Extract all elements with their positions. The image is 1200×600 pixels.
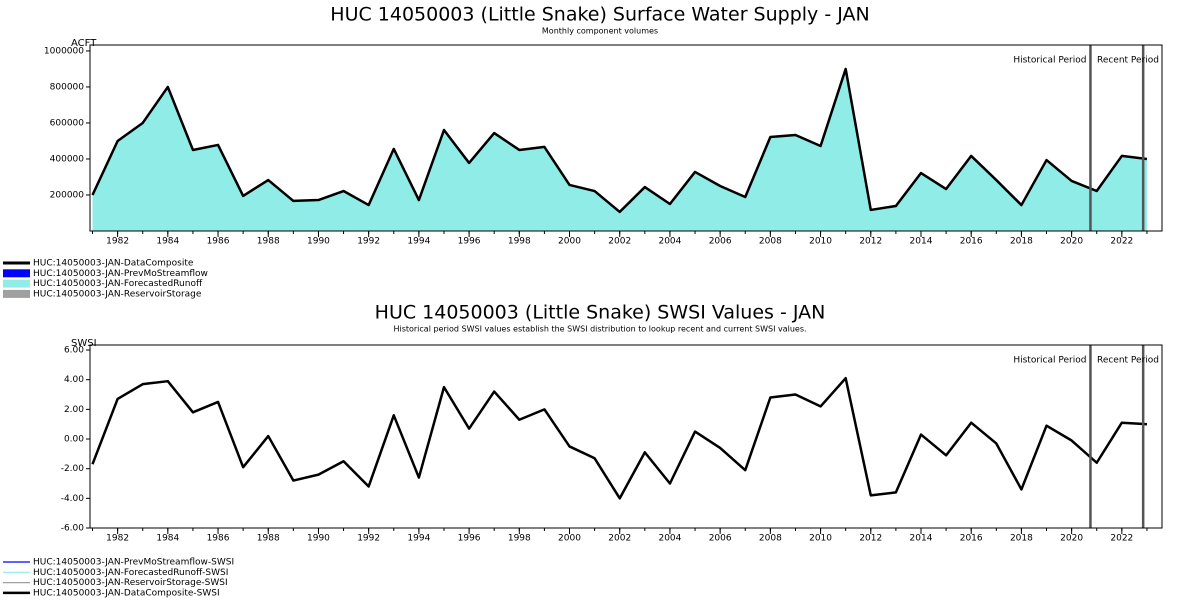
x-tick-label: 1998 <box>508 237 531 247</box>
x-tick-label: 2004 <box>658 237 681 247</box>
y-axis-label: SWSI <box>71 338 97 349</box>
x-tick-label: 2012 <box>859 534 882 544</box>
x-tick-label: 1990 <box>307 534 330 544</box>
y-tick-label: 400000 <box>50 154 85 164</box>
x-tick-label: 1986 <box>207 534 230 544</box>
x-tick-label: 1996 <box>458 534 481 544</box>
y-tick-label: 600000 <box>50 118 85 128</box>
y-tick-label: -6.00 <box>61 524 85 534</box>
y-tick-label: 200000 <box>50 190 85 200</box>
x-tick-label: 2022 <box>1110 237 1133 247</box>
period-label: Historical Period <box>1013 56 1086 66</box>
legend-swatch <box>3 279 30 288</box>
legend-label: HUC:14050003-JAN-ReservoirStorage <box>33 289 202 299</box>
line <box>91 376 1148 500</box>
x-tick-label: 1986 <box>207 237 230 247</box>
x-tick-label: 2018 <box>1010 534 1033 544</box>
x-tick-label: 2000 <box>558 534 581 544</box>
y-tick-label: 1000000 <box>44 46 84 56</box>
x-tick-label: 1994 <box>407 534 430 544</box>
area <box>92 68 1147 231</box>
y-tick-label: -4.00 <box>61 494 85 504</box>
legend-label: HUC:14050003-JAN-DataComposite <box>33 259 194 269</box>
plot-frame <box>89 344 1163 529</box>
chart-subtitle: Historical period SWSI values establish … <box>393 325 806 334</box>
x-tick-label: 1994 <box>407 237 430 247</box>
x-tick-label: 1988 <box>257 237 280 247</box>
x-tick-label: 2002 <box>608 534 631 544</box>
x-tick-label: 2020 <box>1060 534 1083 544</box>
x-tick-label: 1992 <box>357 237 380 247</box>
x-tick-label: 2014 <box>910 534 933 544</box>
y-tick-label: 2.00 <box>64 405 84 415</box>
chart-title: HUC 14050003 (Little Snake) Surface Wate… <box>330 4 869 26</box>
plot-frame <box>89 44 1163 232</box>
legend-swatch <box>3 269 30 278</box>
x-tick-label: 1984 <box>156 237 179 247</box>
x-tick-label: 1998 <box>508 534 531 544</box>
x-tick-label: 2012 <box>859 237 882 247</box>
x-tick-label: 2010 <box>809 237 832 247</box>
legend-swatch <box>3 289 30 298</box>
x-tick-label: 1982 <box>106 534 129 544</box>
y-tick-label: 800000 <box>50 82 85 92</box>
x-tick-label: 2008 <box>759 534 782 544</box>
y-tick-label: 6.00 <box>64 346 84 356</box>
period-label: Recent Period <box>1097 356 1159 366</box>
x-tick-label: 2020 <box>1060 237 1083 247</box>
legend-label: HUC:14050003-JAN-PrevMoStreamflow-SWSI <box>33 558 234 568</box>
period-label: Recent Period <box>1097 56 1159 66</box>
legend-label: HUC:14050003-JAN-ForecastedRunoff-SWSI <box>33 568 228 578</box>
chart-subtitle: Monthly component volumes <box>542 27 658 36</box>
x-tick-label: 2002 <box>608 237 631 247</box>
period-label: Historical Period <box>1013 356 1086 366</box>
x-tick-label: 1996 <box>458 237 481 247</box>
x-tick-label: 1990 <box>307 237 330 247</box>
x-tick-label: 2004 <box>658 534 681 544</box>
chart-title: HUC 14050003 (Little Snake) SWSI Values … <box>375 302 826 324</box>
x-tick-label: 1988 <box>257 534 280 544</box>
y-tick-label: 0.00 <box>64 435 84 445</box>
legend-label: HUC:14050003-JAN-ReservoirStorage-SWSI <box>33 578 228 588</box>
x-tick-label: 2014 <box>910 237 933 247</box>
x-tick-label: 1982 <box>106 237 129 247</box>
x-tick-label: 2006 <box>709 534 732 544</box>
legend-label: HUC:14050003-JAN-DataComposite-SWSI <box>33 588 220 598</box>
x-tick-label: 2022 <box>1110 534 1133 544</box>
x-tick-label: 2018 <box>1010 237 1033 247</box>
x-tick-label: 2016 <box>960 237 983 247</box>
x-tick-label: 1984 <box>156 534 179 544</box>
x-tick-label: 2010 <box>809 534 832 544</box>
x-tick-label: 2008 <box>759 237 782 247</box>
x-tick-label: 1992 <box>357 534 380 544</box>
legend-label: HUC:14050003-JAN-ForecastedRunoff <box>33 279 203 289</box>
y-axis-label: ACFT <box>71 38 97 49</box>
x-tick-label: 2000 <box>558 237 581 247</box>
x-tick-label: 2006 <box>709 237 732 247</box>
legend-label: HUC:14050003-JAN-PrevMoStreamflow <box>33 269 208 279</box>
y-tick-label: 4.00 <box>64 375 84 385</box>
x-tick-label: 2016 <box>960 534 983 544</box>
line <box>91 67 1148 214</box>
legend-swatch <box>3 261 30 265</box>
y-tick-label: -2.00 <box>61 464 85 474</box>
